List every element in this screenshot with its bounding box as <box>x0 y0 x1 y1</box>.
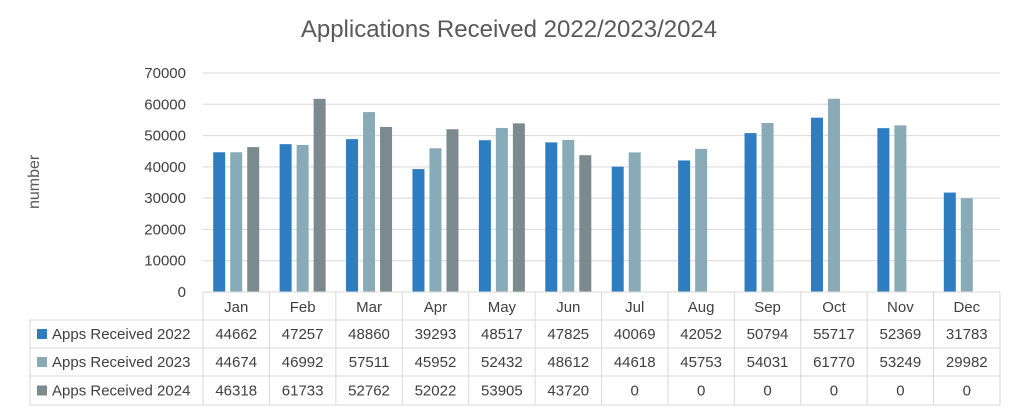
legend-key <box>37 329 47 339</box>
bar <box>810 117 823 292</box>
table-cell: 29982 <box>946 354 988 371</box>
category-label: Jul <box>625 299 644 316</box>
bar <box>446 129 459 292</box>
y-tick-label: 50000 <box>144 128 186 145</box>
table-cell: 45753 <box>680 354 722 371</box>
y-tick-label: 60000 <box>144 96 186 113</box>
bar <box>678 160 691 292</box>
bar <box>827 98 840 293</box>
y-tick-label: 0 <box>178 284 186 301</box>
category-label: Apr <box>424 299 447 316</box>
table-cell: 0 <box>631 383 639 400</box>
y-tick-label: 30000 <box>144 190 186 207</box>
table-cell: 0 <box>963 383 971 400</box>
data-table: Jan Feb Mar Apr May Jun Jul Aug Sep Oct Nov Dec Apps… <box>29 291 1001 406</box>
table-cell: 50794 <box>747 326 789 343</box>
table-cell: 54031 <box>747 354 789 371</box>
chart-title: Applications Received 2022/2023/2024 <box>300 16 718 43</box>
category-label: Mar <box>356 299 382 316</box>
bar <box>545 142 558 292</box>
table-cell: 0 <box>830 383 838 400</box>
bar <box>412 169 425 292</box>
bar <box>380 126 393 292</box>
legend-key <box>37 385 47 396</box>
table-cell: 52369 <box>880 326 922 343</box>
y-tick-label: 40000 <box>144 159 186 176</box>
bar <box>512 123 525 292</box>
table-cell: 47257 <box>282 326 324 343</box>
table-cell: 52022 <box>415 383 457 400</box>
bar <box>960 198 973 292</box>
category-label: Dec <box>953 299 980 316</box>
bar <box>628 152 641 292</box>
table-cell: 53249 <box>880 354 922 371</box>
table-cell: 44618 <box>614 354 656 371</box>
table-cell: 47825 <box>547 326 589 343</box>
table-cell: 40069 <box>614 326 656 343</box>
table-cell: 42052 <box>680 326 722 343</box>
y-tick-labels: 0 10000 20000 30000 40000 50000 60000 70000 <box>144 65 186 301</box>
category-label: May <box>488 299 517 316</box>
bar <box>213 152 226 292</box>
table-cell: 52432 <box>481 354 523 371</box>
table-cell: 45952 <box>415 354 457 371</box>
bar <box>744 133 757 292</box>
bar <box>346 139 359 292</box>
legend-key <box>37 357 47 367</box>
table-cell: 0 <box>697 383 705 400</box>
bar <box>478 140 491 292</box>
table-cell: 44674 <box>215 354 257 371</box>
bar <box>279 144 292 292</box>
gridlines <box>203 72 1000 262</box>
legend-label: Apps Received 2023 <box>52 354 190 371</box>
table-cell: 52762 <box>348 383 390 400</box>
table-cell: 48517 <box>481 326 523 343</box>
table-cell: 55717 <box>813 326 855 343</box>
table-cell: 48612 <box>547 354 589 371</box>
table-cell: 46992 <box>282 354 324 371</box>
y-tick-label: 20000 <box>144 221 186 238</box>
table-cell: 0 <box>896 383 904 400</box>
bar <box>429 148 442 292</box>
bar <box>296 144 309 292</box>
bar <box>695 148 708 292</box>
table-cell: 46318 <box>215 383 257 400</box>
bar <box>943 192 956 292</box>
bar <box>247 147 260 292</box>
bar <box>877 128 890 292</box>
category-label: Jan <box>224 299 248 316</box>
category-label: Nov <box>887 299 914 316</box>
table-cell: 53905 <box>481 383 523 400</box>
bar <box>761 122 774 292</box>
category-label: Oct <box>822 299 846 316</box>
table-cell: 57511 <box>349 354 390 371</box>
bar <box>495 127 508 293</box>
bar <box>313 98 326 293</box>
bar <box>611 166 624 292</box>
legend-label: Apps Received 2024 <box>52 383 190 400</box>
table-cell: 61733 <box>282 383 324 400</box>
legend-label: Apps Received 2022 <box>52 326 190 343</box>
bar <box>894 125 907 292</box>
bar <box>363 112 376 293</box>
y-tick-label: 10000 <box>144 253 186 270</box>
bar <box>579 155 592 292</box>
category-label: Feb <box>290 299 316 316</box>
category-label: Aug <box>688 299 715 316</box>
bar <box>230 152 243 292</box>
bar <box>562 139 575 292</box>
table-cell: 0 <box>763 383 771 400</box>
table-cell: 61770 <box>813 354 855 371</box>
table-cell: 43720 <box>547 383 589 400</box>
y-tick-label: 70000 <box>144 65 186 82</box>
category-label: Jun <box>556 299 580 316</box>
category-label: Sep <box>754 299 781 316</box>
table-cell: 48860 <box>348 326 390 343</box>
table-cell: 44662 <box>215 326 257 343</box>
table-cell: 31783 <box>946 326 988 343</box>
table-cell: 39293 <box>415 326 457 343</box>
bars <box>213 98 973 293</box>
